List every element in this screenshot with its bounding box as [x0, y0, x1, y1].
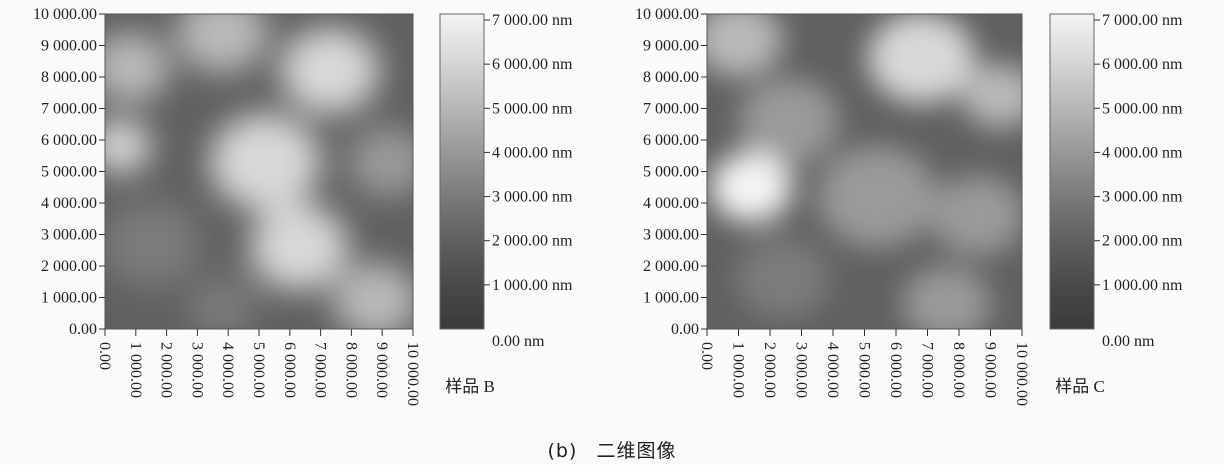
colorbar-scale: [1049, 13, 1095, 330]
x-tick-label: 3 000.00: [793, 342, 810, 398]
y-tick-label: 6 000.00: [643, 132, 699, 149]
height-feature: [188, 277, 256, 329]
x-tick-label: 5 000.00: [250, 342, 267, 398]
colorbar-label: 4 000.00 nm: [1102, 144, 1183, 161]
y-tick-label: 5 000.00: [643, 164, 699, 181]
y-tick-label: 5 000.00: [41, 164, 97, 181]
height-feature: [707, 14, 783, 77]
colorbar-label: 5 000.00 nm: [1102, 100, 1183, 117]
x-tick-label: 5 000.00: [856, 342, 873, 398]
y-tick-label: 4 000.00: [41, 195, 97, 212]
colorbar: 7 000.00 nm 6 000.00 nm 5 000.00 nm 4 000.0…: [439, 12, 573, 350]
y-tick-label: 1 000.00: [41, 290, 97, 307]
y-tick-label: 10 000.00: [635, 6, 699, 23]
figure-caption: (b) 二维图像: [0, 436, 1224, 463]
x-axis: 0.00 1 000.00 2 000.00 3 000.00 4 000.00 5 00…: [698, 329, 1030, 406]
afm-2d-figure: 0.00 1 000.00 2 000.00 3 000.00 4 000.00 5 00…: [33, 6, 1183, 406]
colorbar-label: 7 000.00 nm: [492, 12, 573, 29]
height-feature: [175, 14, 269, 74]
colorbar-label: 0.00 nm: [492, 333, 545, 350]
colorbar-label: 6 000.00 nm: [1102, 56, 1183, 73]
colorbar-label: 1 000.00 nm: [492, 277, 573, 294]
x-tick-label: 10 000.00: [404, 342, 421, 406]
colorbar: 7 000.00 nm 6 000.00 nm 5 000.00 nm 4 000.0…: [1049, 12, 1183, 350]
x-tick-label: 7 000.00: [919, 342, 936, 398]
x-tick-label: 3 000.00: [188, 342, 205, 398]
colorbar-label: 0.00 nm: [1102, 333, 1155, 350]
colorbar-label: 2 000.00 nm: [1102, 233, 1183, 250]
sample-title: 样品 B: [445, 377, 495, 396]
x-tick-label: 4 000.00: [219, 342, 236, 398]
x-tick-label: 4 000.00: [824, 342, 841, 398]
y-tick-label: 8 000.00: [41, 69, 97, 86]
caption-label: (b): [547, 440, 578, 462]
x-tick-label: 0.00: [96, 342, 113, 370]
height-feature: [249, 204, 349, 290]
height-feature: [209, 113, 321, 211]
x-tick-label: 2 000.00: [158, 342, 175, 398]
y-tick-label: 7 000.00: [643, 101, 699, 118]
height-feature: [105, 32, 170, 103]
x-tick-label: 9 000.00: [373, 342, 390, 398]
height-features: [707, 14, 1022, 329]
y-tick-label: 0.00: [69, 321, 97, 338]
height-feature: [710, 152, 793, 223]
sample-c-panel: 0.00 1 000.00 2 000.00 3 000.00 4 000.00 5 00…: [635, 6, 1183, 406]
colorbar-label: 4 000.00 nm: [492, 144, 573, 161]
y-tick-label: 9 000.00: [643, 38, 699, 55]
y-tick-label: 3 000.00: [643, 227, 699, 244]
colorbar-label: 2 000.00 nm: [492, 233, 573, 250]
height-feature: [332, 263, 413, 329]
y-tick-label: 7 000.00: [41, 101, 97, 118]
y-tick-label: 2 000.00: [643, 258, 699, 275]
colorbar-scale: [439, 13, 485, 330]
colorbar-label: 3 000.00 nm: [1102, 189, 1183, 206]
sample-b-panel: 0.00 1 000.00 2 000.00 3 000.00 4 000.00 5 00…: [33, 6, 573, 406]
height-feature: [738, 78, 840, 164]
x-axis: 0.00 1 000.00 2 000.00 3 000.00 4 000.00 5 00…: [96, 329, 421, 406]
height-feature: [867, 14, 975, 104]
y-tick-label: 0.00: [671, 321, 699, 338]
x-tick-label: 8 000.00: [950, 342, 967, 398]
y-tick-label: 4 000.00: [643, 195, 699, 212]
caption-text: 二维图像: [596, 440, 677, 462]
height-features: [105, 14, 413, 329]
heatmap-area: [105, 14, 413, 329]
height-feature: [962, 63, 1022, 129]
height-feature: [105, 119, 152, 174]
height-feature: [930, 175, 1022, 256]
height-feature: [902, 266, 991, 329]
y-tick-label: 1 000.00: [643, 290, 699, 307]
x-tick-label: 8 000.00: [342, 342, 359, 398]
y-axis: 0.00 1 000.00 2 000.00 3 000.00 4 000.00 5 00…: [635, 6, 707, 338]
height-feature: [735, 238, 830, 319]
x-tick-label: 6 000.00: [887, 342, 904, 398]
height-feature: [817, 145, 937, 248]
x-tick-label: 9 000.00: [982, 342, 999, 398]
x-tick-label: 6 000.00: [281, 342, 298, 398]
y-tick-label: 2 000.00: [41, 258, 97, 275]
y-tick-label: 6 000.00: [41, 132, 97, 149]
x-tick-label: 7 000.00: [312, 342, 329, 398]
y-tick-label: 8 000.00: [643, 69, 699, 86]
colorbar-label: 1 000.00 nm: [1102, 277, 1183, 294]
x-tick-label: 1 000.00: [730, 342, 747, 398]
sample-title: 样品 C: [1055, 377, 1105, 396]
y-tick-label: 9 000.00: [41, 38, 97, 55]
colorbar-label: 7 000.00 nm: [1102, 12, 1183, 29]
x-tick-label: 0.00: [698, 342, 715, 370]
x-tick-label: 10 000.00: [1013, 342, 1030, 406]
y-tick-label: 10 000.00: [33, 6, 97, 23]
x-tick-label: 1 000.00: [127, 342, 144, 398]
height-feature: [105, 201, 201, 287]
x-tick-label: 2 000.00: [761, 342, 778, 398]
colorbar-label: 3 000.00 nm: [492, 189, 573, 206]
colorbar-label: 5 000.00 nm: [492, 100, 573, 117]
y-axis: 0.00 1 000.00 2 000.00 3 000.00 4 000.00 5 00…: [33, 6, 105, 338]
height-feature: [280, 27, 380, 114]
y-tick-label: 3 000.00: [41, 227, 97, 244]
colorbar-label: 6 000.00 nm: [492, 56, 573, 73]
height-feature: [348, 127, 413, 197]
heatmap-area: [707, 14, 1022, 329]
